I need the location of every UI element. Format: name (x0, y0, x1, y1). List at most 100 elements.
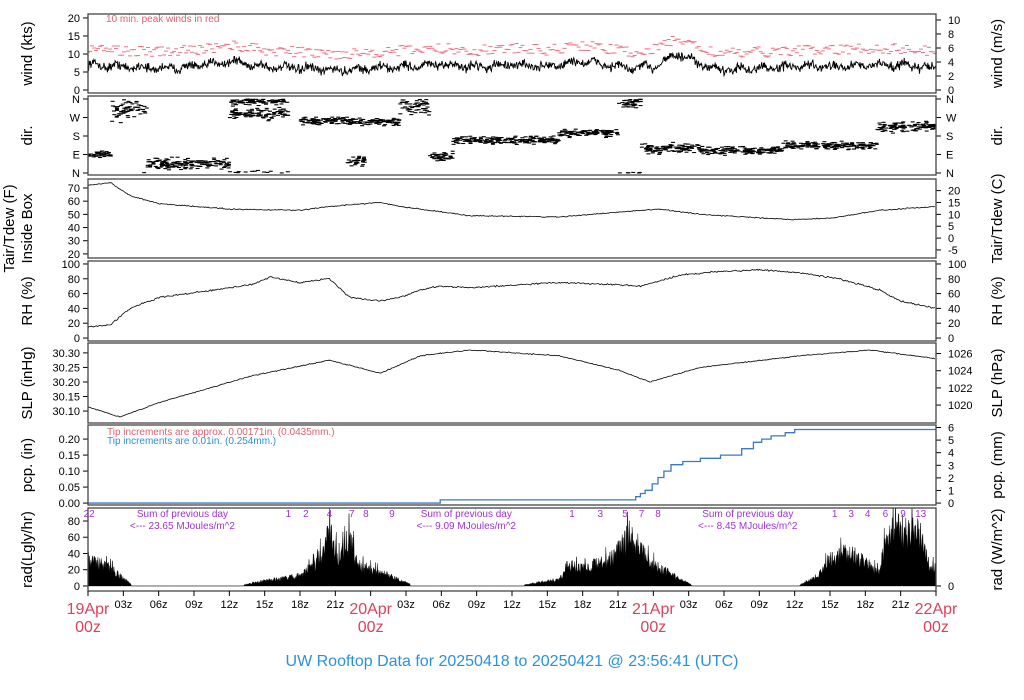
panel-frame (87, 95, 937, 176)
y-axis-title: wind (kts) (19, 21, 36, 86)
x-tick-label: 21z (609, 599, 627, 611)
wind-speed-line (88, 51, 936, 78)
y-tick-label: 40 (68, 303, 80, 315)
slp-plot (88, 349, 936, 418)
x-tick-label: 12z (786, 599, 804, 611)
y-tick-label: 100 (62, 259, 80, 271)
x-tick-label: 15z (538, 599, 556, 611)
y-axis-title-right: Tair/Tdew (C) (989, 173, 1006, 263)
hour-marker: 5 (622, 509, 628, 520)
radiation-area (88, 508, 936, 587)
x-tick-label: 03z (680, 599, 698, 611)
y-tick-label-right: 1022 (948, 383, 972, 395)
rad-plot (88, 508, 936, 587)
y-tick-label-right: 1026 (948, 349, 972, 361)
y-tick-label-right: 10 (948, 15, 960, 27)
x-tick-label: 06z (715, 599, 733, 611)
x-tick-label: 03z (397, 599, 415, 611)
y-tick-label: 60 (68, 196, 80, 208)
x-tick-label: 15z (821, 599, 839, 611)
y-tick-label-right: 0 (948, 85, 954, 97)
y-tick-label: 60 (68, 532, 80, 544)
hour-marker: 3 (598, 509, 604, 520)
y-tick-label: 70 (68, 183, 80, 195)
date-label: 21Apr (632, 601, 675, 618)
wind-plot (88, 36, 936, 78)
y-tick-label-right: N (946, 94, 954, 106)
date-time-label: 00z (75, 619, 101, 636)
y-tick-label: N (72, 168, 80, 180)
date-label: 19Apr (67, 601, 110, 618)
date-time-label: 00z (923, 619, 949, 636)
y-axis-title-right: pcp. (mm) (989, 431, 1006, 499)
hour-marker: 3 (848, 509, 854, 520)
date-label: 22Apr (915, 601, 958, 618)
y-tick-label-right: 80 (948, 274, 960, 286)
y-tick-label: 0.20 (59, 434, 80, 446)
y-tick-label: 30 (68, 236, 80, 248)
panel-frame (87, 424, 937, 506)
y-tick-label-right: 0 (948, 581, 954, 593)
y-tick-label-right: 6 (948, 43, 954, 55)
y-tick-label: 40 (68, 223, 80, 235)
x-tick-label: 21z (326, 599, 344, 611)
peak-wind-note: 10 min. peak winds in red (106, 14, 219, 25)
y-tick-label-right: 5 (948, 435, 954, 447)
y-tick-label: 40 (68, 548, 80, 560)
hour-marker: 6 (883, 509, 889, 520)
y-tick-label-right: 0 (948, 233, 954, 245)
x-tick-label: 09z (750, 599, 768, 611)
hour-marker: 9 (389, 509, 395, 520)
hour-marker: 8 (655, 509, 661, 520)
y-tick-label: 30.25 (52, 362, 80, 374)
y-tick-label-right: 4 (948, 448, 954, 460)
day-sum-label: Sum of previous day (421, 509, 512, 520)
y-tick-label-right: 1024 (948, 366, 972, 378)
y-tick-label: 30.30 (52, 348, 80, 360)
hour-marker: 4 (865, 509, 871, 520)
y-axis-title: SLP (inHg) (19, 346, 36, 419)
x-tick-label: 06z (150, 599, 168, 611)
x-tick-label: 12z (220, 599, 238, 611)
x-axis: 03z 06z 09z 12z 15z 18z 21z 03z 06z 09z 12z 15z 18z 2… (67, 591, 958, 636)
y-tick-label-right: S (946, 131, 953, 143)
panel-frame (87, 260, 937, 342)
x-tick-label: 15z (256, 599, 274, 611)
day-sum-value: <--- 8.45 MJoules/m^2 (698, 521, 798, 532)
y-tick-label-right: 3 (948, 460, 954, 472)
hour-marker: 7 (639, 509, 645, 520)
y-tick-label: 0.05 (59, 482, 80, 494)
hour-marker: 8 (363, 509, 369, 520)
y-tick-label-right: E (946, 150, 953, 162)
y-tick-label: N (72, 94, 80, 106)
y-tick-label-right: 8 (948, 29, 954, 41)
panel-frame (87, 178, 937, 259)
x-tick-label: 06z (432, 599, 450, 611)
y-tick-label: 0.10 (59, 466, 80, 478)
rh-line (88, 268, 935, 328)
y-tick-label-right: 2 (948, 71, 954, 83)
y-tick-label: 50 (68, 209, 80, 221)
y-tick-label: E (73, 150, 80, 162)
hour-marker: 2 (303, 509, 309, 520)
y-tick-label: 30.20 (52, 377, 80, 389)
y-tick-label: 0.15 (59, 450, 80, 462)
y-tick-label: 10 (68, 49, 80, 61)
temp-line (88, 182, 935, 221)
hour-marker: 4 (327, 509, 333, 520)
y-tick-label: 20 (68, 318, 80, 330)
chart-title: UW Rooftop Data for 20250418 to 20250421… (286, 653, 739, 670)
y-axis-title-right: dir. (989, 125, 1006, 145)
x-tick-label: 12z (503, 599, 521, 611)
pcp-plot (88, 428, 936, 504)
y-tick-label-right: 5 (948, 221, 954, 233)
y-axis-title: dir. (19, 125, 36, 145)
dir-plot (88, 98, 936, 174)
y-tick-label-right: N (946, 168, 954, 180)
x-tick-label: 18z (856, 599, 874, 611)
y-tick-label-right: 60 (948, 289, 960, 301)
panel-wind: 0 5 10 15 20 0 2 4 6 8 10 wind (kts) wind (m/s) 10 mi… (19, 13, 1006, 97)
y-tick-label-right: 2 (948, 473, 954, 485)
